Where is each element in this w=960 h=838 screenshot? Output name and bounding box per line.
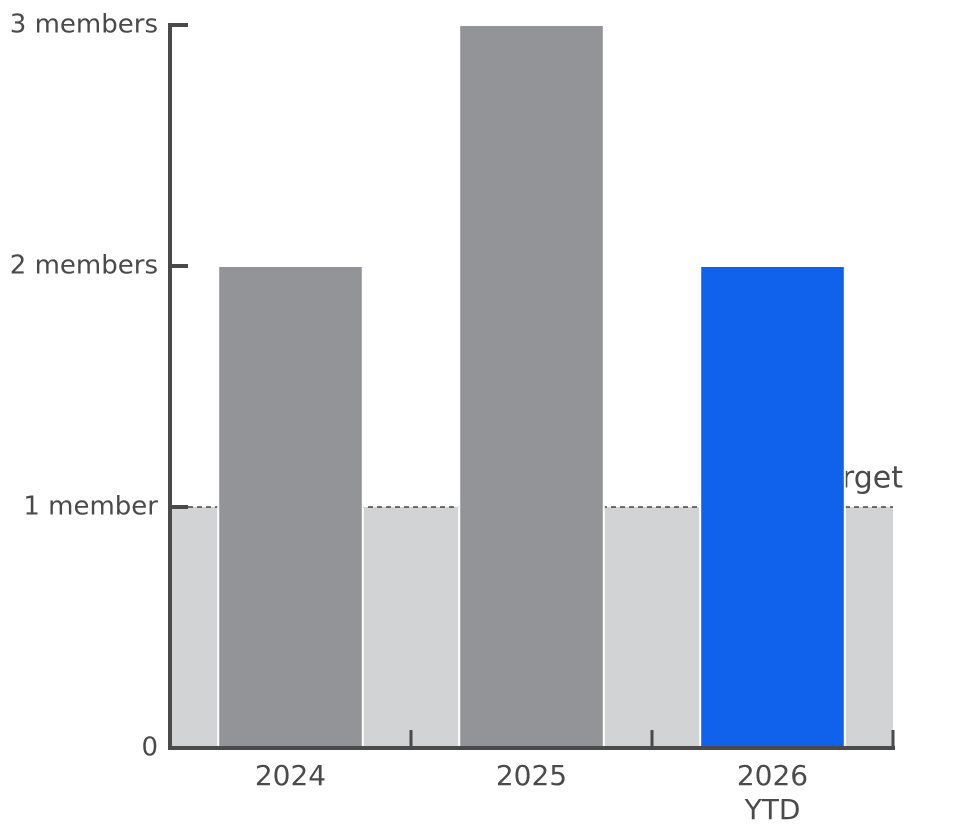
bar	[217, 265, 364, 749]
x-tick-label: 2025	[495, 759, 568, 792]
y-tick-label: 3 members	[10, 10, 158, 40]
y-tick-label: 2 members	[10, 251, 158, 281]
y-tick-label: 0	[141, 733, 158, 763]
bar	[458, 24, 605, 749]
x-tick-label: 2024	[254, 759, 327, 792]
x-tick-label: 2026 YTD	[736, 759, 809, 826]
y-tick-label: 1 member	[23, 492, 158, 522]
bar	[699, 265, 846, 749]
